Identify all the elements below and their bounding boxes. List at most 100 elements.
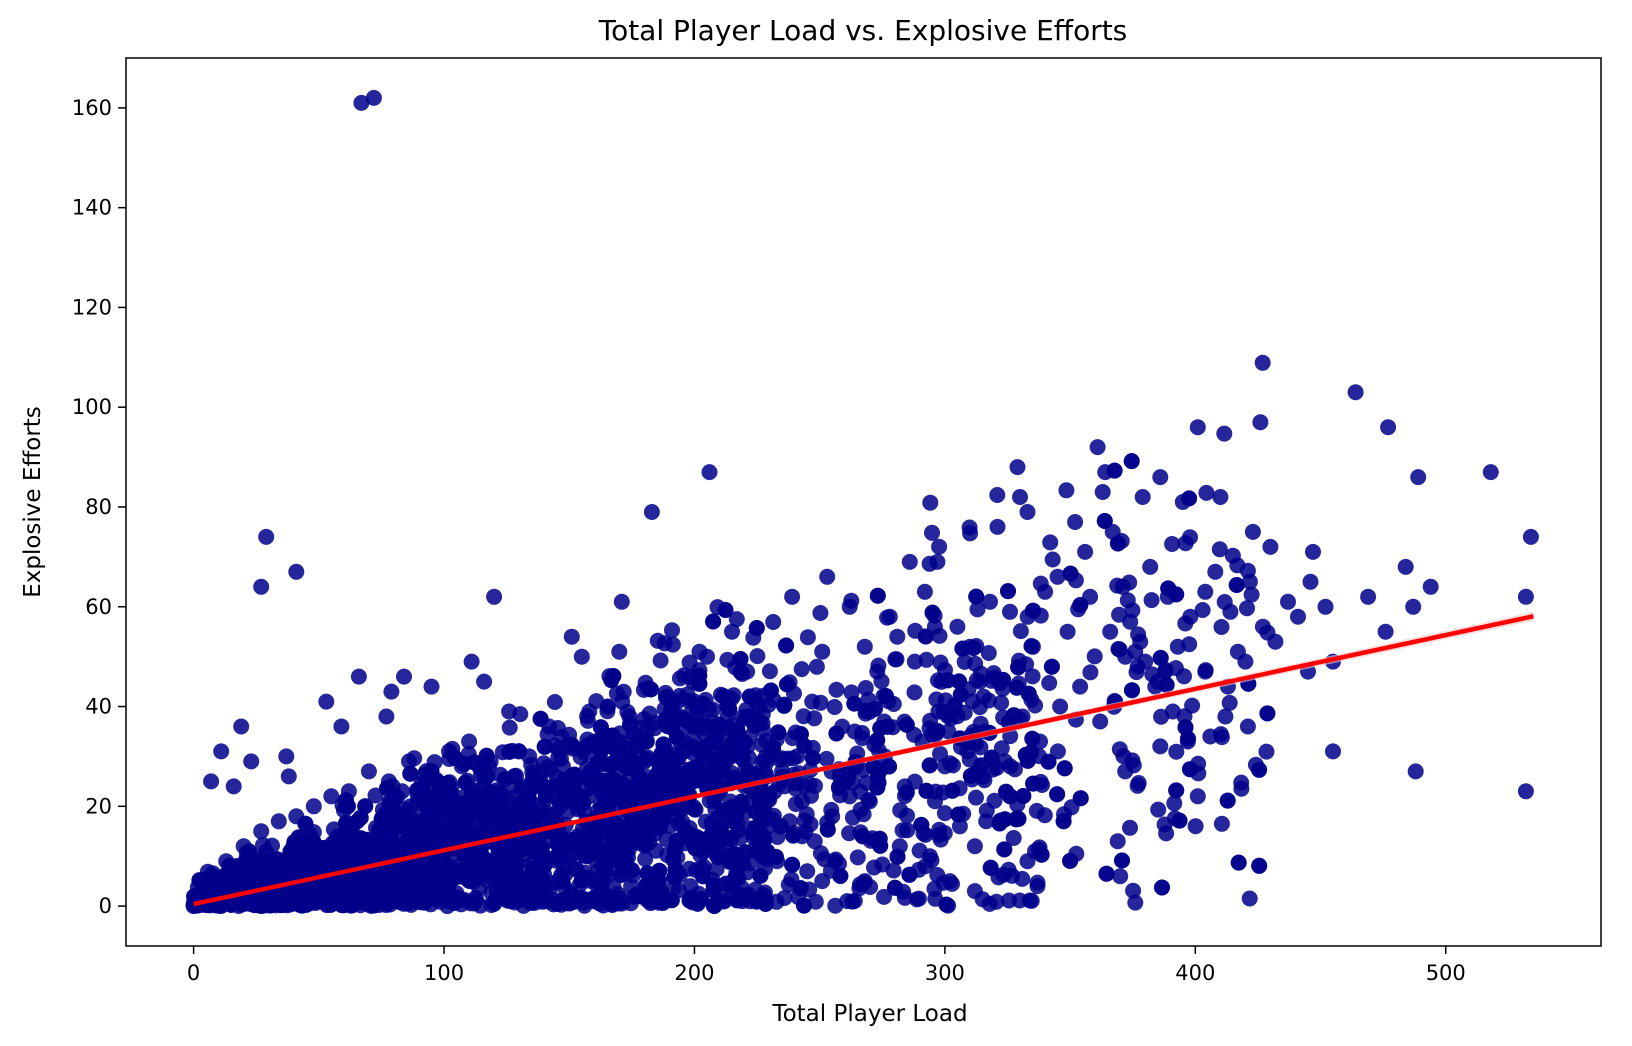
data-point — [887, 880, 903, 896]
data-point — [1237, 654, 1253, 670]
data-point — [626, 831, 642, 847]
data-point — [622, 787, 638, 803]
data-point — [666, 869, 682, 885]
y-tick-label: 120 — [72, 295, 112, 319]
data-point — [782, 813, 798, 829]
data-point — [1158, 825, 1174, 841]
data-point — [1518, 589, 1534, 605]
data-point — [655, 736, 671, 752]
data-point — [1057, 760, 1073, 776]
data-point — [778, 638, 794, 654]
data-point — [712, 758, 728, 774]
data-point — [1124, 682, 1140, 698]
data-point — [1325, 743, 1341, 759]
data-point — [464, 654, 480, 670]
data-point — [247, 897, 263, 913]
data-point — [1112, 868, 1128, 884]
data-point — [1222, 695, 1238, 711]
data-point — [1175, 494, 1191, 510]
data-point — [967, 883, 983, 899]
data-point — [1197, 664, 1213, 680]
data-point — [564, 629, 580, 645]
data-point — [850, 849, 866, 865]
data-point — [465, 848, 481, 864]
x-tick-label: 500 — [1426, 961, 1466, 985]
x-tick-label: 300 — [925, 961, 965, 985]
data-point — [814, 644, 830, 660]
data-point — [1252, 414, 1268, 430]
data-point — [892, 838, 908, 854]
data-point — [1267, 634, 1283, 650]
data-point — [889, 651, 905, 667]
data-point — [842, 788, 858, 804]
data-point — [1020, 853, 1036, 869]
data-point — [1245, 524, 1261, 540]
data-point — [1067, 514, 1083, 530]
data-point — [749, 648, 765, 664]
data-point — [1052, 699, 1068, 715]
data-point — [1360, 589, 1376, 605]
data-point — [930, 723, 946, 739]
data-point — [536, 780, 552, 796]
data-point — [536, 755, 552, 771]
data-point — [927, 881, 943, 897]
data-point — [1072, 679, 1088, 695]
data-point — [1092, 714, 1108, 730]
data-point — [880, 719, 896, 735]
data-point — [358, 892, 374, 908]
data-point — [1212, 489, 1228, 505]
data-point — [872, 838, 888, 854]
data-point — [341, 783, 357, 799]
data-point — [784, 589, 800, 605]
data-point — [1144, 592, 1160, 608]
x-tick-label: 400 — [1175, 961, 1215, 985]
data-point — [378, 709, 394, 725]
data-point — [278, 748, 294, 764]
data-point — [505, 851, 521, 867]
data-point — [1050, 569, 1066, 585]
data-point — [1255, 355, 1271, 371]
data-point — [323, 788, 339, 804]
data-point — [857, 639, 873, 655]
data-point — [676, 743, 692, 759]
data-point — [995, 672, 1011, 688]
data-point — [1240, 719, 1256, 735]
x-axis-label: Total Player Load — [771, 1001, 967, 1027]
data-point — [829, 682, 845, 698]
data-point — [931, 822, 947, 838]
data-point — [842, 599, 858, 615]
data-point — [794, 793, 810, 809]
data-point — [918, 783, 934, 799]
data-point — [878, 688, 894, 704]
data-point — [529, 892, 545, 908]
data-point — [819, 569, 835, 585]
data-point — [997, 753, 1013, 769]
data-point — [1044, 659, 1060, 675]
data-point — [699, 649, 715, 665]
data-point — [789, 748, 805, 764]
data-point — [922, 848, 938, 864]
data-point — [411, 874, 427, 890]
data-point — [922, 495, 938, 511]
data-point — [765, 744, 781, 760]
data-point — [650, 633, 666, 649]
data-point — [396, 669, 412, 685]
data-point — [1255, 619, 1271, 635]
data-point — [501, 704, 517, 720]
data-point — [1099, 866, 1115, 882]
data-point — [320, 895, 336, 911]
data-point — [1176, 668, 1192, 684]
data-point — [236, 838, 252, 854]
data-point — [1030, 878, 1046, 894]
data-point — [706, 898, 722, 914]
data-point — [611, 644, 627, 660]
data-point — [381, 773, 397, 789]
data-point — [353, 810, 369, 826]
data-point — [1217, 709, 1233, 725]
data-point — [963, 768, 979, 784]
data-point — [972, 674, 988, 690]
data-point — [962, 639, 978, 655]
data-point — [989, 487, 1005, 503]
data-point — [476, 674, 492, 690]
data-point — [1378, 624, 1394, 640]
